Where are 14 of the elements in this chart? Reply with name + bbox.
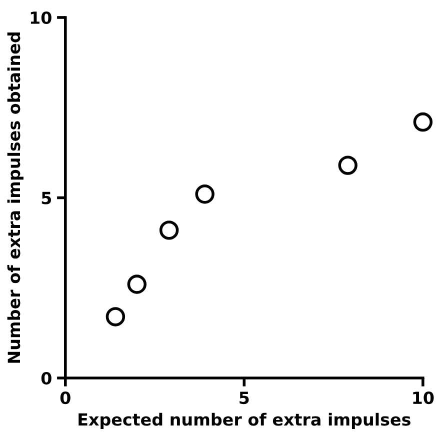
- x-tick-label: 0: [60, 391, 70, 404]
- point: [338, 156, 358, 175]
- y-tick-label: 10: [30, 11, 52, 24]
- point: [195, 184, 214, 204]
- y-axis-title: Number of extra impulses obtained: [7, 32, 24, 363]
- point: [413, 112, 433, 132]
- y-tick-label: 5: [42, 192, 52, 204]
- point: [159, 220, 179, 240]
- point: [127, 274, 147, 294]
- y-tick-label: 0: [41, 372, 52, 385]
- x-axis-title: Expected number of extra impulses: [78, 412, 410, 430]
- point: [106, 307, 126, 326]
- x-tick-label: 10: [413, 391, 434, 404]
- x-tick-label: 5: [240, 392, 249, 404]
